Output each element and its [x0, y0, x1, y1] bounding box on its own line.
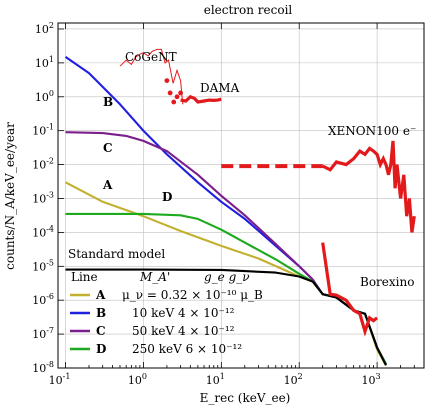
experimental-limits: [119, 48, 416, 337]
y-tick-label: 10-4: [32, 224, 54, 239]
legend-id-b: B: [96, 306, 106, 320]
x-tick-label: 103: [362, 372, 381, 387]
cogent-line: [119, 48, 184, 105]
cogent-label: CoGeNT: [125, 50, 177, 64]
legend-text-a: μ_ν = 0.32 × 10⁻¹⁰ μ_B: [122, 288, 263, 302]
curve-label-d: D: [162, 190, 172, 204]
borexino-line: [321, 242, 379, 337]
y-tick-label: 100: [35, 89, 54, 104]
y-tick-label: 10-6: [32, 292, 54, 307]
dama-label: DAMA: [200, 81, 240, 95]
y-tick-label: 10-8: [32, 360, 54, 375]
curve-label-b: B: [103, 95, 113, 109]
legend-id-c: C: [96, 324, 106, 338]
dama-data-point: [171, 99, 177, 105]
legend-text-d: 250 keV 6 × 10⁻¹²: [132, 342, 242, 356]
standard-model-label: Standard model: [68, 247, 165, 261]
axis-ticks: 10-1 100 101 102 103 10-8 10-7 10-6 10-5 10-4 10-3…: [32, 21, 425, 387]
xenon100-e-line: [321, 140, 416, 233]
legend-id-d: D: [96, 342, 106, 356]
y-tick-label: 10-3: [32, 190, 54, 205]
legend-text-c: 50 keV 4 × 10⁻¹²: [132, 324, 235, 338]
curve-label-c: C: [103, 141, 113, 155]
y-tick-label: 10-7: [32, 326, 54, 341]
y-tick-label: 10-5: [32, 258, 54, 273]
y-tick-label: 10-1: [32, 123, 54, 138]
x-axis-label: E_rec (keV_ee): [200, 391, 291, 405]
x-tick-label: 10-1: [49, 372, 71, 387]
dama-data-point: [164, 78, 170, 84]
legend-header-mass: M_A': [139, 270, 170, 284]
curve-label-a: A: [102, 178, 113, 192]
x-tick-label: 101: [206, 372, 225, 387]
chart-title: electron recoil: [204, 3, 293, 17]
y-axis-label: counts/N_A/keV_ee/year: [3, 122, 17, 270]
borexino-label: Borexino: [360, 275, 414, 289]
dama-line: [180, 94, 222, 104]
y-tick-label: 10-2: [32, 157, 54, 172]
legend-text-b: 10 keV 4 × 10⁻¹²: [132, 306, 235, 320]
plot-frame: [57, 22, 425, 369]
dama-data-point: [178, 90, 184, 96]
y-tick-label: 101: [35, 55, 54, 70]
dama-data-point: [167, 90, 173, 96]
legend-header-line: Line: [71, 270, 98, 284]
legend-id-a: A: [95, 288, 106, 302]
legend-header-coupling: g_e g_ν: [204, 270, 250, 284]
dama-data-point: [174, 94, 180, 100]
y-tick-label: 102: [35, 21, 54, 36]
x-tick-label: 102: [284, 372, 303, 387]
x-tick-label: 100: [128, 372, 147, 387]
xenon-label: XENON100 e⁻: [328, 124, 416, 138]
series-line-standard-model: [65, 268, 387, 366]
axis-labels: E_rec (keV_ee) counts/N_A/keV_ee/year: [3, 122, 290, 405]
